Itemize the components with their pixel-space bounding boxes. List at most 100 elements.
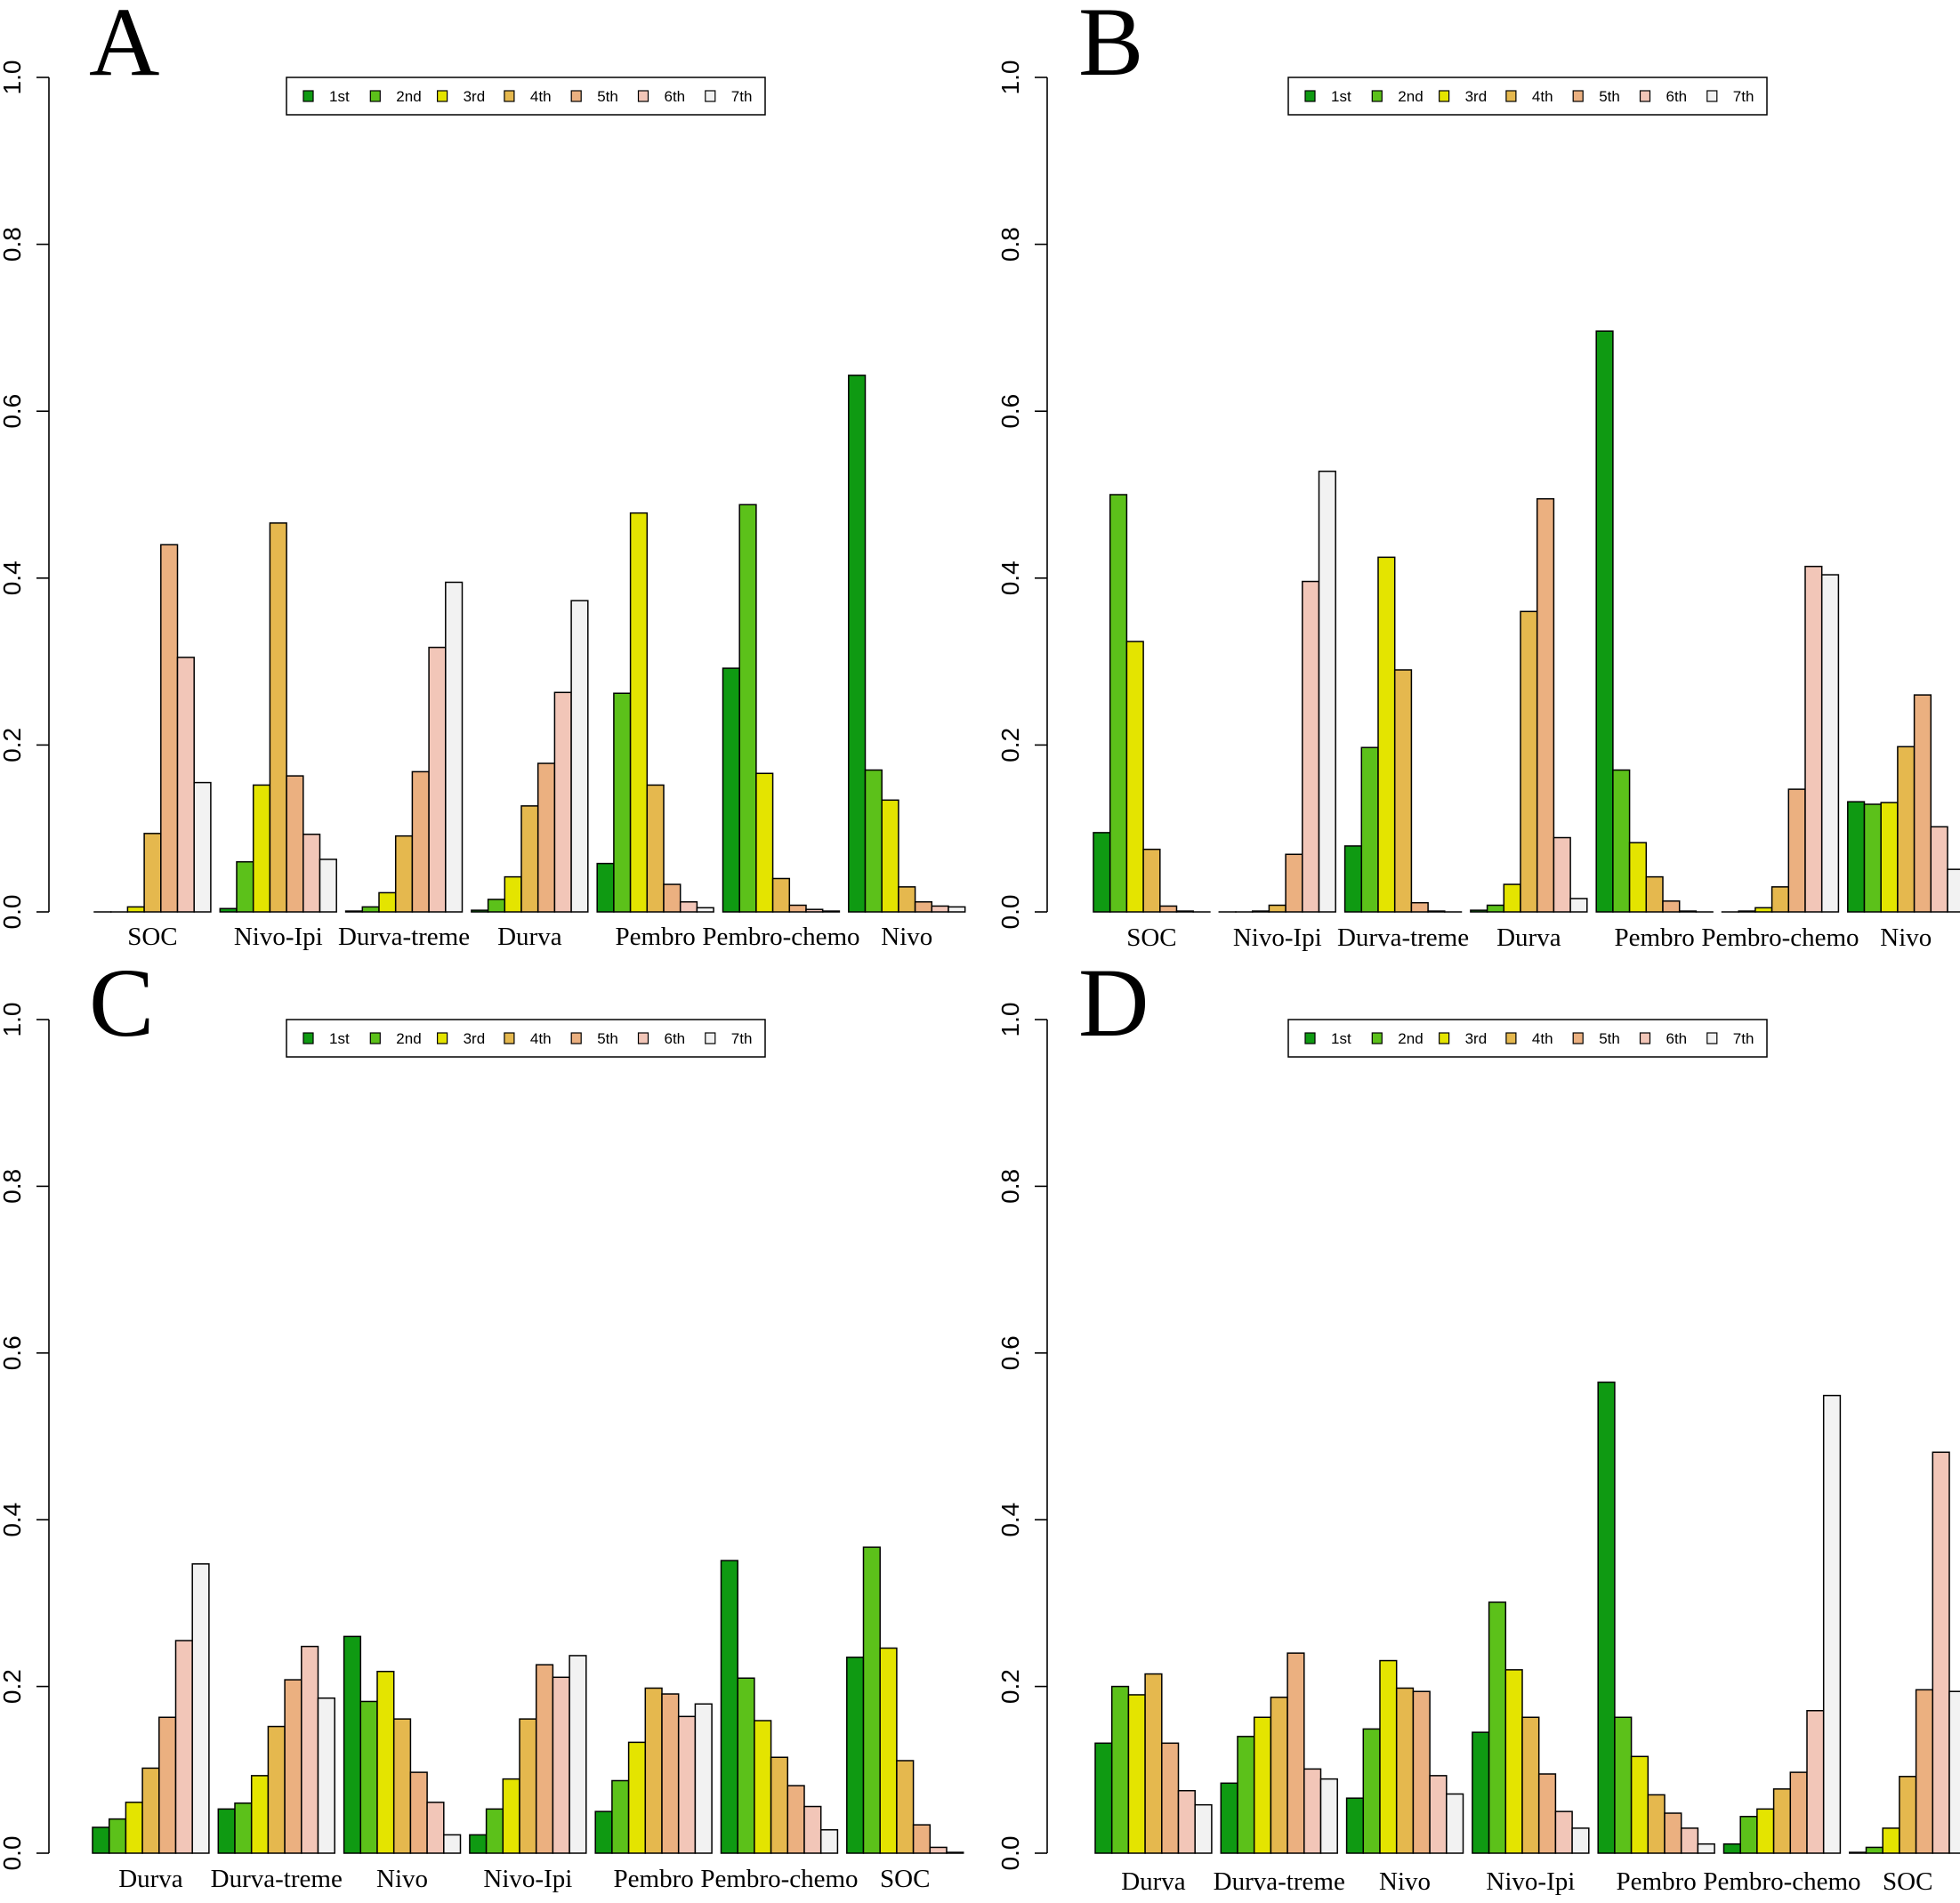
bar (1612, 769, 1631, 913)
bar (1899, 1776, 1917, 1854)
bar (819, 1829, 839, 1854)
bar (770, 1756, 789, 1854)
legend-label: 7th (731, 88, 753, 105)
bar (1554, 1810, 1573, 1854)
legend-swatch (570, 1032, 582, 1044)
bar (1159, 905, 1178, 913)
bar-group (846, 1546, 964, 1854)
bar (141, 1767, 160, 1854)
bar (108, 1818, 127, 1854)
bar (1094, 1742, 1113, 1854)
legend-swatch (1371, 1032, 1383, 1044)
y-tick-label: 0.4 (0, 560, 26, 595)
legend-swatch (1371, 90, 1383, 102)
bar (536, 762, 556, 913)
legend-label: 3rd (464, 88, 486, 105)
bar (821, 910, 841, 913)
bar (1913, 694, 1932, 913)
bar (929, 1846, 948, 1854)
bar (754, 1720, 772, 1854)
bar (1093, 832, 1111, 913)
y-tick-label: 0.0 (0, 895, 26, 930)
y-tick-label: 0.8 (0, 1169, 26, 1204)
bar (1472, 1731, 1490, 1854)
bar (319, 859, 337, 913)
legend-swatch (369, 1032, 381, 1044)
bar (914, 900, 933, 913)
bar (1144, 1673, 1163, 1854)
legend-swatch (1572, 90, 1584, 102)
y-tick-label: 0.6 (0, 1335, 26, 1370)
bar (1537, 1773, 1557, 1854)
category-label: Nivo-Ipi (1486, 1867, 1575, 1896)
panel-a: A 0.0 0.2 0.4 0.6 0.8 1.0 SOC Nivo-Ipi Durva-tre… (0, 0, 966, 951)
bar-group (1721, 565, 1840, 913)
bar (1194, 1803, 1213, 1854)
bar (1427, 910, 1446, 913)
category-label: Nivo (881, 923, 932, 951)
bar (252, 784, 271, 913)
category-label: Durva (1121, 1867, 1186, 1896)
panel-c: C 0.0 0.2 0.4 0.6 0.8 1.0 Durva Durva-treme Nivo… (0, 948, 964, 1893)
bar (286, 775, 304, 913)
legend-swatch (705, 1032, 716, 1044)
y-tick-label: 0.6 (0, 394, 26, 429)
bar (862, 1546, 881, 1854)
bar (92, 1826, 110, 1854)
bar (1302, 580, 1320, 913)
bar (696, 907, 714, 913)
bar (738, 504, 757, 913)
bar (1571, 1827, 1590, 1854)
bar (1142, 848, 1161, 913)
bar (301, 1645, 319, 1854)
bar-group (92, 1563, 210, 1854)
legend-swatch (1572, 1032, 1584, 1044)
legend-label: 7th (1733, 1030, 1754, 1047)
category-label: Pembro (1617, 1867, 1697, 1896)
bar (1536, 497, 1555, 913)
y-tick-label: 0.4 (0, 1503, 26, 1537)
bar (1680, 1827, 1699, 1854)
bar-group (1595, 330, 1714, 913)
bar (234, 1802, 253, 1854)
bar (720, 1560, 738, 1854)
y-tick-label: 0.4 (996, 560, 1024, 595)
bar (143, 833, 162, 913)
bar-group (722, 504, 841, 913)
bar (502, 1778, 520, 1854)
bar (250, 1775, 270, 1854)
bar (1287, 1652, 1305, 1854)
bar (803, 1805, 822, 1854)
bar (788, 904, 807, 913)
legend-swatch (302, 90, 314, 102)
panel-letter-a: A (89, 0, 159, 96)
legend-label: 3rd (1465, 1030, 1488, 1047)
bar (1770, 886, 1790, 913)
bar (1754, 907, 1773, 913)
category-label: SOC (1126, 923, 1176, 952)
bar (1569, 898, 1588, 913)
legend-label: 5th (597, 1030, 618, 1047)
bar (1395, 1687, 1415, 1854)
bar (594, 1810, 613, 1854)
legend-swatch (705, 90, 716, 102)
bar (755, 772, 774, 913)
bar-group (93, 544, 212, 913)
bar (1504, 1669, 1523, 1854)
bar-group (1470, 497, 1588, 913)
bar (1628, 842, 1648, 913)
bar (896, 1760, 915, 1854)
bar (1175, 910, 1194, 913)
category-label: SOC (880, 1865, 930, 1893)
legend-label: 4th (530, 88, 552, 105)
legend-swatch (1438, 1032, 1450, 1044)
bar (948, 906, 966, 913)
bar (1237, 1736, 1255, 1854)
bar (627, 1741, 647, 1854)
bar (912, 1824, 932, 1854)
bar (1614, 1716, 1633, 1854)
bar (677, 1715, 697, 1854)
category-label: SOC (127, 923, 177, 951)
legend-label: 2nd (396, 88, 421, 105)
bar (737, 1677, 755, 1854)
